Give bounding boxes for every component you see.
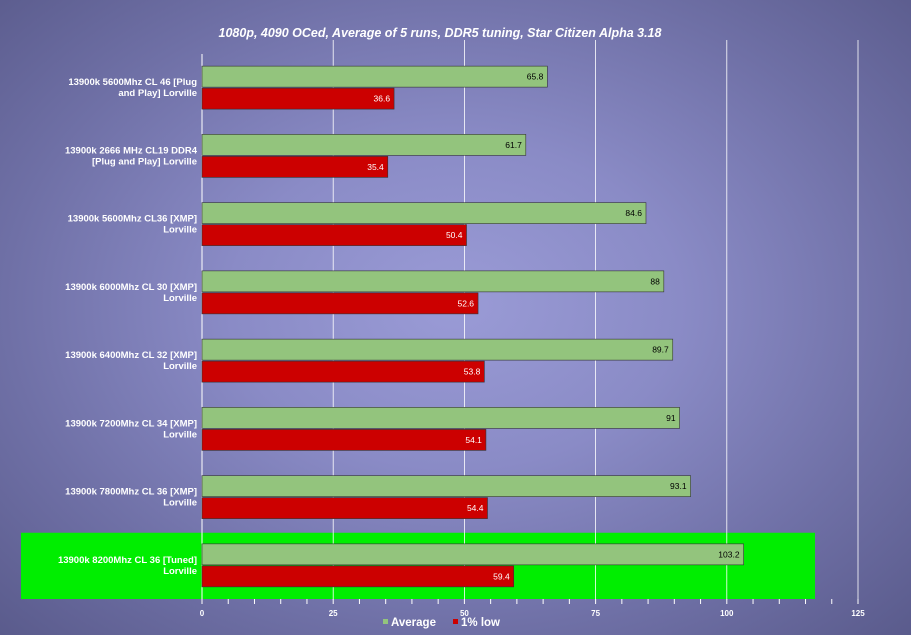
data-label-1pct-low: 54.1	[465, 435, 482, 445]
category-label: Lorville	[163, 498, 197, 509]
tick-label: 125	[851, 609, 865, 618]
category-label: 13900k 8200Mhz CL 36 [Tuned]	[58, 555, 197, 566]
category-label: Lorville	[163, 566, 197, 577]
legend-label: 1% low	[461, 617, 500, 629]
bar-average	[201, 407, 680, 429]
data-label-1pct-low: 59.4	[493, 571, 510, 581]
data-label-average: 65.8	[527, 72, 544, 82]
data-label-average: 89.7	[652, 345, 669, 355]
bar-average	[201, 543, 744, 566]
data-label-average: 84.6	[625, 208, 642, 218]
data-label-average: 88	[650, 276, 660, 286]
bar-1pct-low	[201, 497, 488, 519]
category-label: 13900k 6000Mhz CL 30 [XMP]	[65, 282, 197, 293]
data-label-1pct-low: 53.8	[464, 367, 481, 377]
x-axis-ticks: 0 25 50 75 100 125	[200, 599, 865, 618]
bar-average	[201, 134, 527, 156]
data-label-1pct-low: 50.4	[446, 230, 463, 240]
category-label: 13900k 6400Mhz CL 32 [XMP]	[65, 350, 197, 361]
bar-1pct-low	[201, 565, 515, 588]
data-label-1pct-low: 35.4	[367, 162, 384, 172]
category-label: and Play] Lorville	[118, 88, 197, 99]
category-label: 13900k 7800Mhz CL 36 [XMP]	[65, 487, 197, 498]
category-label: Lorville	[163, 225, 197, 236]
category-label: 13900k 7200Mhz CL 34 [XMP]	[65, 418, 197, 429]
data-label-average: 91	[666, 413, 676, 423]
tick-label: 0	[200, 609, 205, 618]
bar-average	[201, 338, 674, 361]
category-label: Lorville	[163, 429, 197, 440]
category-label: 13900k 5600Mhz CL 46 [Plug	[68, 77, 197, 88]
tick-label: 50	[460, 609, 469, 618]
legend: Average 1% low	[383, 617, 500, 629]
bar-1pct-low	[201, 87, 395, 110]
category-label: Lorville	[163, 361, 197, 372]
legend-swatch	[453, 619, 458, 624]
bars: 65.8 36.6 61.7 35.4 84.6 50.4 88 52.6 89.7 53.8 91…	[201, 65, 744, 588]
tick-label: 75	[591, 609, 600, 618]
legend-swatch	[383, 619, 388, 624]
data-label-average: 61.7	[505, 140, 522, 150]
tick-label: 25	[329, 609, 338, 618]
category-label: [Plug and Play] Lorville	[92, 156, 197, 167]
bar-1pct-low	[201, 156, 389, 178]
data-label-average: 103.2	[718, 549, 740, 559]
bar-1pct-low	[201, 292, 479, 315]
data-label-1pct-low: 54.4	[467, 503, 484, 513]
bar-average	[201, 202, 647, 224]
bar-1pct-low	[201, 429, 487, 451]
bar-average	[201, 270, 665, 293]
chart-title: 1080p, 4090 OCed, Average of 5 runs, DDR…	[219, 26, 662, 40]
data-label-1pct-low: 52.6	[457, 298, 474, 308]
category-label: 13900k 5600Mhz CL36 [XMP]	[68, 214, 197, 225]
legend-label: Average	[391, 617, 436, 629]
bar-1pct-low	[201, 360, 485, 383]
tick-label: 100	[720, 609, 734, 618]
bar-1pct-low	[201, 224, 467, 246]
data-label-average: 93.1	[670, 481, 687, 491]
bar-average	[201, 65, 548, 88]
category-label: 13900k 2666 MHz CL19 DDR4	[65, 145, 198, 156]
data-label-1pct-low: 36.6	[374, 94, 391, 104]
category-label: Lorville	[163, 293, 197, 304]
bar-average	[201, 475, 691, 497]
